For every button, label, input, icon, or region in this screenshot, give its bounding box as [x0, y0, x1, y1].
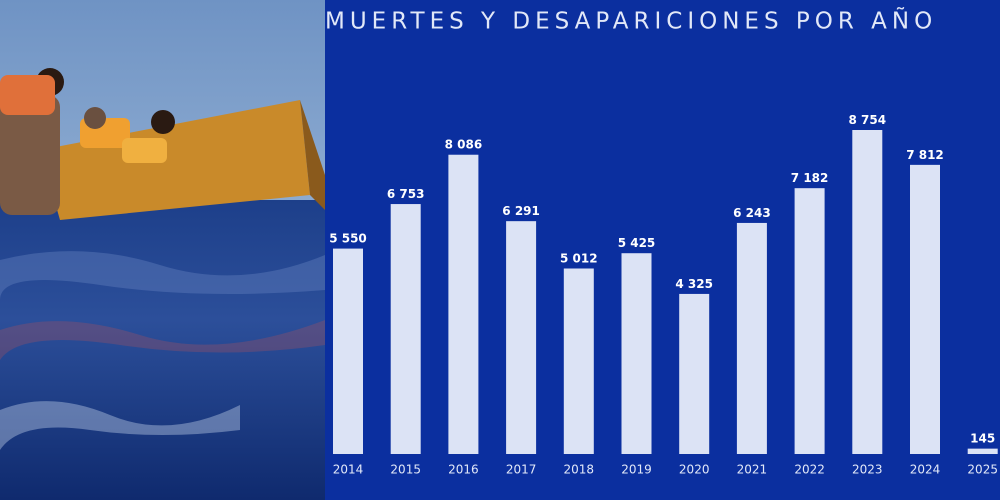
- bar: [967, 448, 998, 454]
- bar: [563, 268, 594, 454]
- bar: [852, 130, 883, 454]
- bar: [621, 253, 652, 454]
- value-label: 7 812: [906, 148, 944, 162]
- value-label: 8 754: [849, 113, 887, 127]
- bar: [448, 154, 479, 454]
- value-label: 6 753: [387, 187, 425, 201]
- x-tick-label: 2025: [967, 463, 998, 477]
- x-tick-label: 2019: [621, 463, 652, 477]
- x-tick-label: 2015: [390, 463, 421, 477]
- x-tick-label: 2022: [794, 463, 825, 477]
- value-label: 8 086: [445, 138, 483, 152]
- bar: [736, 222, 767, 454]
- x-tick-label: 2014: [333, 463, 364, 477]
- value-label: 6 243: [733, 206, 771, 220]
- x-tick-label: 2024: [910, 463, 941, 477]
- bar: [910, 164, 940, 454]
- bar: [794, 188, 825, 454]
- x-tick-label: 2017: [506, 463, 537, 477]
- value-label: 5 425: [618, 236, 656, 250]
- x-tick-label: 2016: [448, 463, 479, 477]
- photo: [0, 0, 325, 500]
- bar: [333, 248, 363, 454]
- value-label: 5 550: [329, 232, 367, 246]
- x-tick-label: 2020: [679, 463, 710, 477]
- bar: [390, 204, 421, 454]
- x-tick-label: 2021: [737, 463, 768, 477]
- value-label: 7 182: [791, 171, 829, 185]
- x-tick-label: 2023: [852, 463, 883, 477]
- value-label: 6 291: [502, 204, 540, 218]
- value-label: 5 012: [560, 251, 598, 265]
- value-label: 4 325: [675, 277, 713, 291]
- x-tick-label: 2018: [564, 463, 595, 477]
- chart-title: MUERTES Y DESAPARICIONES POR AÑO: [325, 7, 937, 35]
- value-label: 145: [970, 432, 995, 446]
- bar: [679, 293, 710, 454]
- bar: [506, 221, 537, 454]
